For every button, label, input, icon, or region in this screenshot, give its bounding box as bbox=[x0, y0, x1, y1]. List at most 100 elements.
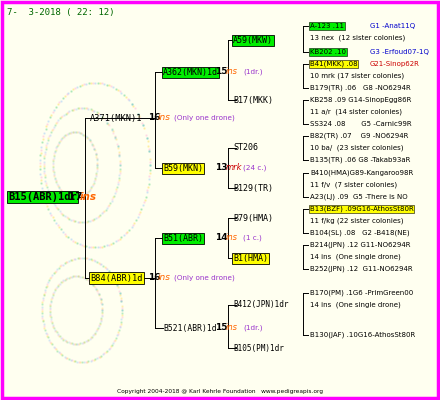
Text: ST206: ST206 bbox=[233, 144, 258, 152]
Point bbox=[78, 105, 85, 111]
Point bbox=[64, 339, 71, 345]
Point bbox=[110, 192, 117, 199]
Point bbox=[51, 121, 59, 128]
Point bbox=[58, 351, 65, 358]
Point bbox=[94, 110, 101, 116]
Point bbox=[54, 143, 61, 149]
Point bbox=[79, 193, 86, 200]
Point bbox=[94, 355, 101, 361]
Point bbox=[114, 87, 121, 93]
Point bbox=[89, 141, 96, 148]
Point bbox=[117, 294, 125, 301]
Point bbox=[62, 192, 69, 198]
Point bbox=[106, 344, 113, 351]
Point bbox=[99, 310, 106, 316]
Point bbox=[87, 335, 94, 341]
Point bbox=[47, 306, 54, 312]
Point bbox=[62, 110, 69, 117]
Point bbox=[126, 97, 133, 104]
Point bbox=[95, 325, 102, 331]
Point bbox=[55, 332, 62, 339]
Point bbox=[118, 310, 125, 316]
Point bbox=[40, 163, 48, 169]
Point bbox=[52, 327, 59, 334]
Point bbox=[48, 318, 55, 325]
Text: (1 c.): (1 c.) bbox=[243, 235, 262, 241]
Point bbox=[81, 105, 88, 111]
Point bbox=[99, 307, 106, 313]
Point bbox=[101, 80, 108, 87]
Point bbox=[136, 211, 143, 218]
Point bbox=[65, 90, 72, 96]
Point bbox=[92, 79, 99, 86]
Point bbox=[75, 359, 82, 365]
Point bbox=[108, 126, 115, 133]
Point bbox=[78, 82, 85, 88]
Point bbox=[56, 333, 63, 340]
Point bbox=[110, 84, 117, 90]
Point bbox=[90, 143, 97, 150]
Point bbox=[75, 273, 82, 280]
Point bbox=[54, 283, 61, 289]
Point bbox=[98, 312, 105, 319]
Point bbox=[81, 339, 88, 345]
Point bbox=[139, 120, 146, 126]
Point bbox=[90, 257, 97, 264]
Point bbox=[55, 332, 62, 338]
Point bbox=[71, 85, 78, 92]
Point bbox=[112, 136, 119, 142]
Point bbox=[57, 334, 64, 341]
Point bbox=[48, 294, 55, 300]
Point bbox=[42, 126, 49, 132]
Point bbox=[107, 271, 114, 277]
Point bbox=[114, 181, 121, 187]
Point bbox=[85, 358, 92, 364]
Point bbox=[88, 334, 95, 340]
Point bbox=[43, 142, 50, 148]
Point bbox=[117, 319, 125, 325]
Point bbox=[116, 168, 123, 174]
Point bbox=[78, 219, 85, 225]
Point bbox=[80, 274, 87, 281]
Point bbox=[55, 264, 62, 271]
Point bbox=[58, 188, 65, 194]
Point bbox=[47, 303, 54, 309]
Text: ins: ins bbox=[226, 234, 238, 242]
Text: B84(ABR)1d: B84(ABR)1d bbox=[90, 274, 143, 282]
Point bbox=[63, 214, 70, 220]
Point bbox=[84, 134, 91, 141]
Point bbox=[91, 146, 98, 152]
Point bbox=[41, 170, 48, 177]
Point bbox=[106, 82, 113, 88]
Point bbox=[77, 194, 84, 200]
Text: 15: 15 bbox=[215, 68, 227, 76]
Point bbox=[65, 109, 72, 115]
Point bbox=[55, 206, 62, 213]
Point bbox=[55, 184, 62, 190]
Point bbox=[94, 326, 101, 332]
Point bbox=[68, 107, 75, 113]
Point bbox=[77, 130, 84, 136]
Point bbox=[46, 132, 53, 138]
Point bbox=[53, 284, 60, 291]
Point bbox=[52, 328, 59, 335]
Point bbox=[92, 173, 99, 179]
Point bbox=[105, 268, 112, 274]
Point bbox=[48, 112, 55, 118]
Point bbox=[102, 265, 109, 271]
Text: B105(PM)1dr: B105(PM)1dr bbox=[233, 344, 284, 352]
Point bbox=[82, 133, 89, 139]
Point bbox=[74, 129, 81, 136]
Point bbox=[115, 175, 122, 181]
Point bbox=[51, 325, 58, 331]
Point bbox=[70, 358, 77, 364]
Point bbox=[48, 317, 55, 324]
Point bbox=[99, 210, 106, 216]
Point bbox=[80, 192, 87, 199]
Point bbox=[46, 133, 53, 140]
Point bbox=[97, 296, 104, 302]
Point bbox=[50, 166, 57, 172]
Point bbox=[79, 274, 86, 280]
Point bbox=[50, 164, 57, 170]
Point bbox=[116, 170, 123, 176]
